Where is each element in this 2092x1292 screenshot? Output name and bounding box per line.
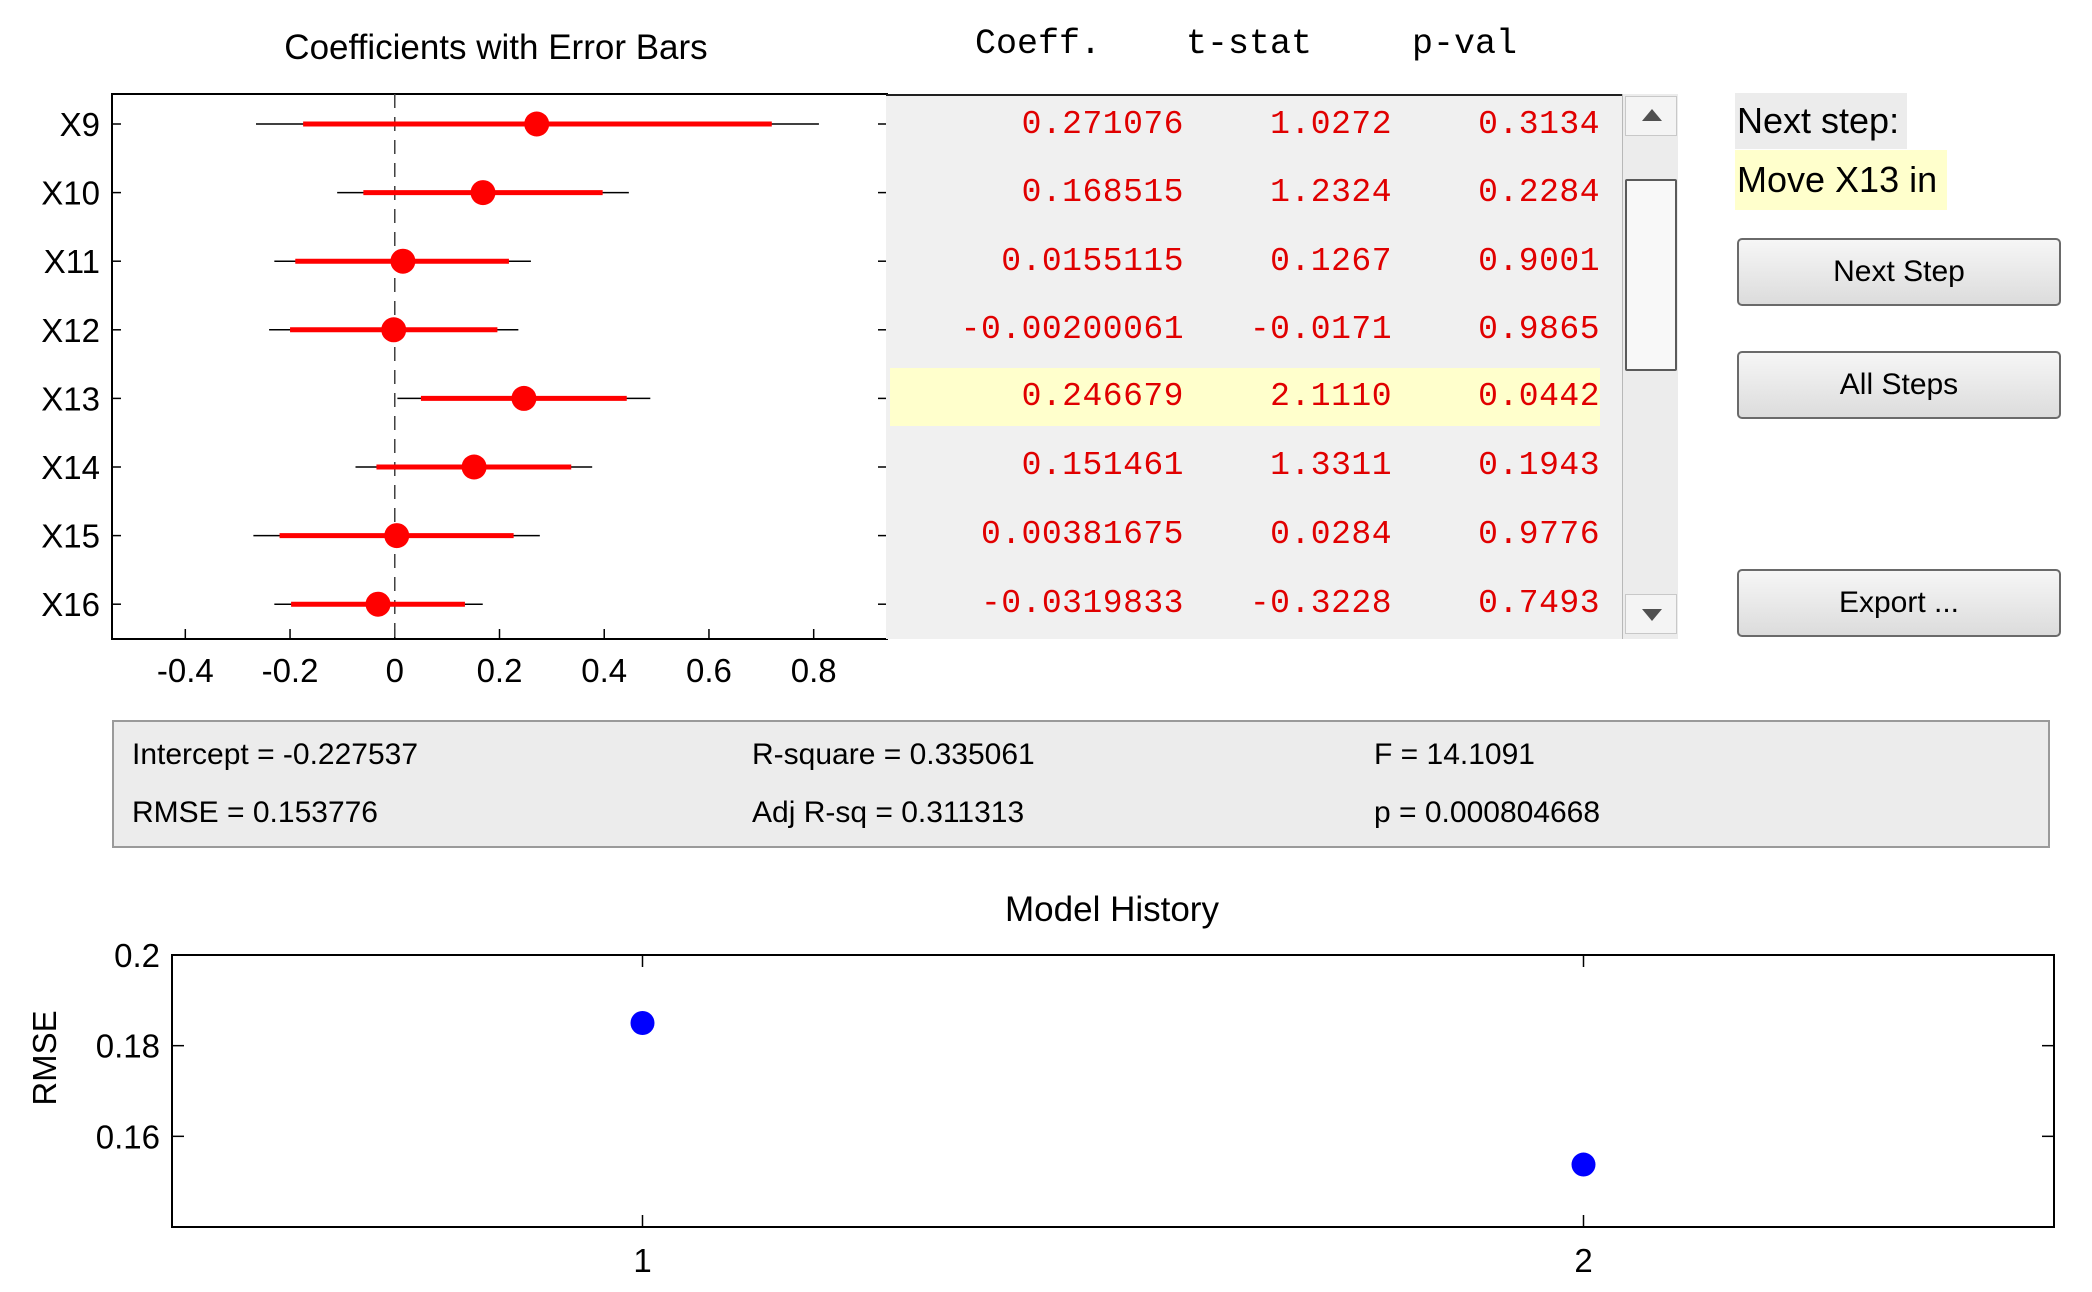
table-row[interactable]: -0.0319833 -0.3228 0.7493 xyxy=(890,575,1600,633)
coefficient-table: 0.271076 1.0272 0.3134 0.168515 1.2324 0.2284… xyxy=(886,94,1622,639)
model-history-chart: Model History RMSE 1 2 0.16 0.18 0.2 xyxy=(26,890,2055,1279)
coefficient-point[interactable] xyxy=(511,385,537,411)
category-label: X11 xyxy=(44,243,100,280)
cell-tstat: -0.0171 xyxy=(1249,311,1392,348)
coefficient-point[interactable] xyxy=(384,523,410,549)
table-row[interactable]: 0.0155115 0.1267 0.9001 xyxy=(890,233,1600,291)
cell-pval: 0.3134 xyxy=(1478,106,1600,143)
cell-tstat: -0.3228 xyxy=(1249,585,1392,622)
y-tick-label: 0.16 xyxy=(96,1118,160,1155)
coef-plot-title: Coefficients with Error Bars xyxy=(284,28,707,67)
history-frame xyxy=(171,954,2055,1228)
scroll-down-button[interactable] xyxy=(1625,594,1677,634)
arrow-down-icon xyxy=(1642,609,1662,621)
table-row[interactable]: -0.00200061 -0.0171 0.9865 xyxy=(890,301,1600,359)
x-tick-label: -0.2 xyxy=(262,652,319,689)
regression-stats-panel: Intercept = -0.227537 RMSE = 0.153776 R-… xyxy=(112,720,2050,848)
table-row[interactable]: 0.151461 1.3311 0.1943 xyxy=(890,437,1600,495)
stat-adj-rsq: Adj R-sq = 0.311313 xyxy=(752,796,1025,829)
history-point[interactable] xyxy=(1571,1152,1596,1177)
cell-tstat: 1.0272 xyxy=(1270,106,1392,143)
y-tick-label: 0.18 xyxy=(96,1028,160,1065)
x-tick-label: 0 xyxy=(386,652,404,689)
cell-coeff: 0.271076 xyxy=(1021,106,1184,143)
arrow-up-icon xyxy=(1642,109,1662,121)
cell-tstat: 2.1110 xyxy=(1270,378,1392,415)
header-pval: p-val xyxy=(1412,24,1518,64)
coefficient-point[interactable] xyxy=(461,454,487,480)
cell-tstat: 0.1267 xyxy=(1270,243,1392,280)
stat-rmse: RMSE = 0.153776 xyxy=(132,796,378,829)
category-label: X10 xyxy=(41,175,100,212)
cell-tstat: 1.3311 xyxy=(1270,447,1392,484)
next-step-button[interactable]: Next Step xyxy=(1737,238,2061,306)
coefficient-point[interactable] xyxy=(381,317,407,343)
stat-intercept: Intercept = -0.227537 xyxy=(132,738,419,771)
category-label: X12 xyxy=(41,312,100,349)
x-tick-label: 0.6 xyxy=(686,652,732,689)
cell-coeff: 0.00381675 xyxy=(980,516,1184,553)
stat-p: p = 0.000804668 xyxy=(1374,796,1601,829)
cell-tstat: 0.0284 xyxy=(1270,516,1392,553)
cell-pval: 0.7493 xyxy=(1478,585,1600,622)
cell-pval: 0.1943 xyxy=(1478,447,1600,484)
cell-coeff: 0.151461 xyxy=(1021,447,1184,484)
table-scrollbar[interactable] xyxy=(1622,94,1678,639)
cell-pval: 0.2284 xyxy=(1478,174,1600,211)
category-label: X16 xyxy=(41,586,100,623)
scroll-thumb[interactable] xyxy=(1625,179,1677,371)
category-label: X9 xyxy=(60,106,100,143)
stat-rsquare: R-square = 0.335061 xyxy=(752,738,1035,771)
table-row[interactable]: 0.271076 1.0272 0.3134 xyxy=(890,96,1600,154)
x-tick-label: 0.8 xyxy=(791,652,837,689)
coefficient-point[interactable] xyxy=(365,591,391,617)
x-tick-label: -0.4 xyxy=(157,652,214,689)
x-tick-label: 0.2 xyxy=(477,652,523,689)
category-label: X14 xyxy=(41,449,100,486)
cell-coeff: 0.0155115 xyxy=(1001,243,1184,280)
cell-coeff: 0.246679 xyxy=(1021,378,1184,415)
cell-coeff: -0.00200061 xyxy=(960,311,1184,348)
history-ylabel: RMSE xyxy=(26,1010,63,1105)
category-label: X13 xyxy=(41,380,100,417)
history-point[interactable] xyxy=(630,1011,655,1035)
table-row[interactable]: 0.246679 2.1110 0.0442 xyxy=(890,368,1600,426)
cell-pval: 0.0442 xyxy=(1478,378,1600,415)
scroll-up-button[interactable] xyxy=(1625,96,1677,136)
y-tick-label: 0.2 xyxy=(114,937,160,974)
x-tick-label: 1 xyxy=(633,1242,651,1279)
coefficient-point[interactable] xyxy=(524,111,550,137)
stat-f: F = 14.1091 xyxy=(1374,738,1535,771)
next-step-label: Next step: xyxy=(1735,93,1908,149)
header-tstat: t-stat xyxy=(1186,24,1313,64)
cell-tstat: 1.2324 xyxy=(1270,174,1392,211)
table-row[interactable]: 0.00381675 0.0284 0.9776 xyxy=(890,506,1600,564)
coefficient-point[interactable] xyxy=(390,248,416,274)
cell-pval: 0.9865 xyxy=(1478,311,1600,348)
cell-coeff: -0.0319833 xyxy=(980,585,1184,622)
x-tick-label: 0.4 xyxy=(581,652,627,689)
category-label: X15 xyxy=(41,518,100,555)
x-tick-label: 2 xyxy=(1574,1242,1592,1279)
history-title: Model History xyxy=(1005,890,1219,929)
cell-coeff: 0.168515 xyxy=(1021,174,1184,211)
export-button[interactable]: Export ... xyxy=(1737,569,2061,637)
coef-plot-frame xyxy=(111,93,888,640)
coefficient-point[interactable] xyxy=(470,180,496,206)
table-row[interactable]: 0.168515 1.2324 0.2284 xyxy=(890,164,1600,222)
all-steps-button[interactable]: All Steps xyxy=(1737,351,2061,419)
next-step-value: Move X13 in xyxy=(1735,150,1948,210)
coefficient-plot: Coefficients with Error Bars -0.4 -0.2 0 0.… xyxy=(41,28,888,689)
header-coeff: Coeff. xyxy=(975,24,1102,64)
cell-pval: 0.9776 xyxy=(1478,516,1600,553)
cell-pval: 0.9001 xyxy=(1478,243,1600,280)
